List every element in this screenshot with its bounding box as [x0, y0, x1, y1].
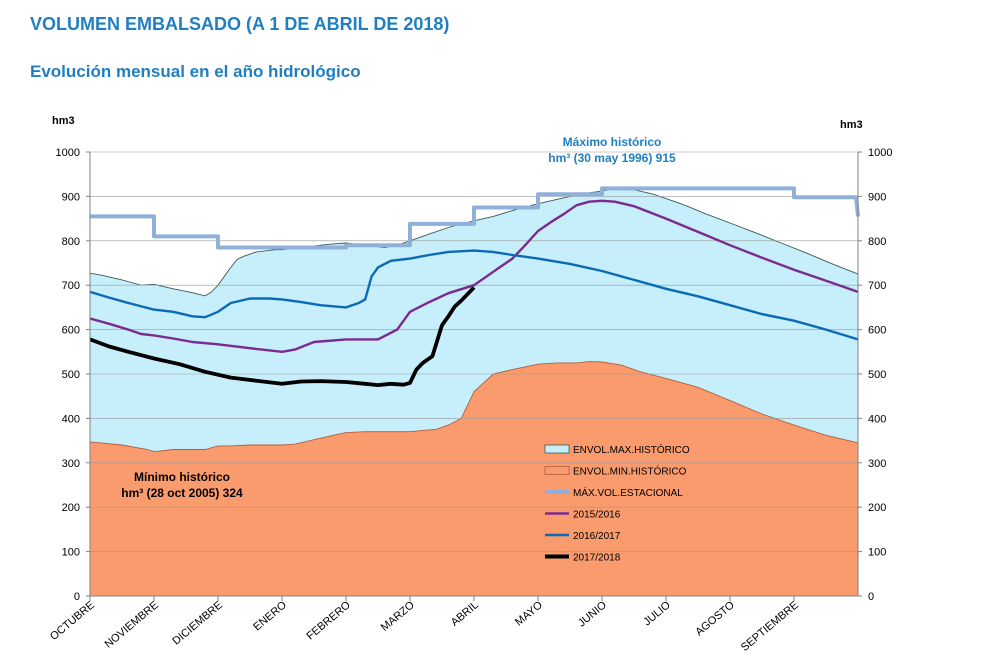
legend-label-2017-2018: 2017/2018	[573, 553, 621, 564]
series-line-2015-2016	[89, 199, 859, 353]
y-tick-label-left: 500	[62, 369, 80, 381]
y-tick-label-right: 500	[868, 369, 886, 381]
x-tick-label: NOVIEMBRE	[103, 599, 161, 651]
y-tick-label-left: 200	[62, 502, 80, 514]
x-tick-label: MAYO	[513, 599, 545, 629]
x-tick-label: ABRIL	[449, 599, 481, 629]
y-tick-label-left: 0	[74, 591, 80, 603]
y-tick-label-right: 400	[868, 413, 886, 425]
x-tick-label: DICIEMBRE	[170, 599, 225, 647]
x-tick-label: ENERO	[251, 599, 289, 634]
legend-label-2015-2016: 2015/2016	[573, 510, 621, 521]
y-tick-label-left: 800	[62, 236, 80, 248]
legend-swatch-envol-min-historico	[544, 466, 570, 475]
annotation-max-historico: hm³ (30 may 1996) 915	[548, 151, 676, 165]
y-tick-label-left: 100	[62, 547, 80, 559]
page-title: VOLUMEN EMBALSADO (A 1 DE ABRIL DE 2018)	[30, 14, 450, 34]
series-line-2017-2018	[89, 286, 476, 388]
y-tick-label-left: 600	[62, 325, 80, 337]
y-tick-label-right: 600	[868, 325, 886, 337]
y-axis-unit-left: hm3	[52, 115, 75, 127]
area-edge-envol-min-historico	[89, 361, 859, 453]
y-tick-label-left: 300	[62, 458, 80, 470]
y-tick-label-left: 900	[62, 191, 80, 203]
legend-swatch-envol-max-historico	[544, 444, 570, 454]
page-subtitle: Evolución mensual en el año hidrológico	[30, 62, 361, 81]
legend-label-envol-min-historico: ENVOL.MIN.HISTÓRICO	[573, 465, 687, 478]
y-tick-label-right: 700	[868, 280, 886, 292]
y-tick-label-right: 900	[868, 191, 886, 203]
x-tick-label: MARZO	[379, 599, 417, 634]
legend-label-2016-2017: 2016/2017	[573, 531, 621, 542]
x-tick-label: JUNIO	[576, 599, 609, 630]
x-tick-label: FEBRERO	[304, 599, 353, 643]
annotation-max-historico: Máximo histórico	[563, 135, 662, 149]
area-envol-min-historico	[90, 361, 858, 596]
y-tick-label-left: 400	[62, 413, 80, 425]
y-tick-label-right: 800	[868, 236, 886, 248]
x-tick-label: AGOSTO	[693, 599, 737, 639]
annotation-min-historico: Mínimo histórico	[134, 470, 230, 484]
area-edge-envol-max-historico	[89, 187, 859, 297]
y-tick-label-right: 1000	[868, 147, 892, 159]
y-tick-label-right: 300	[868, 458, 886, 470]
x-tick-label: OCTUBRE	[48, 599, 97, 643]
annotation-min-historico: hm³ (28 oct 2005) 324	[121, 486, 243, 500]
y-tick-label-left: 700	[62, 280, 80, 292]
legend-label-max-vol-estacional: MÁX.VOL.ESTACIONAL	[573, 486, 683, 499]
series-line-max-vol-estacional	[90, 186, 860, 250]
x-tick-label: JULIO	[641, 599, 673, 629]
y-tick-label-right: 200	[868, 502, 886, 514]
legend-label-envol-max-historico: ENVOL.MAX.HISTÓRICO	[573, 443, 690, 456]
y-tick-label-left: 1000	[56, 147, 80, 159]
series-line-2016-2017	[89, 249, 859, 341]
y-tick-label-right: 0	[868, 591, 874, 603]
x-tick-label: SEPTIEMBRE	[739, 599, 801, 654]
y-axis-unit-right: hm3	[840, 119, 863, 131]
y-tick-label-right: 100	[868, 547, 886, 559]
